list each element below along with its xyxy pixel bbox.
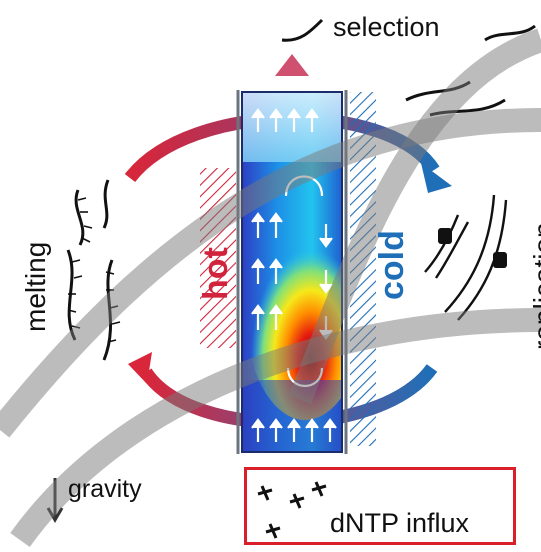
replicating-dna — [424, 194, 508, 321]
dntp-influx-label: dNTP influx — [330, 508, 470, 538]
up-arrows — [251, 108, 337, 442]
polymerase-icon — [438, 228, 452, 244]
dntp-influx-box — [244, 467, 516, 545]
selection-label: selection — [333, 12, 440, 42]
melting-label: melting — [20, 241, 51, 332]
top-arc-arrowhead — [421, 163, 452, 193]
polymerase-icon — [493, 252, 507, 268]
overlay-bands — [0, 28, 541, 547]
hot-label: hot — [197, 247, 235, 300]
bottom-arc-arrowhead — [128, 352, 152, 384]
selection-arrow-head — [275, 54, 309, 76]
gravity-label: gravity — [68, 475, 142, 503]
dntp-symbols — [257, 481, 327, 539]
cold-label: cold — [373, 230, 411, 300]
replication-label: replication — [528, 222, 541, 350]
